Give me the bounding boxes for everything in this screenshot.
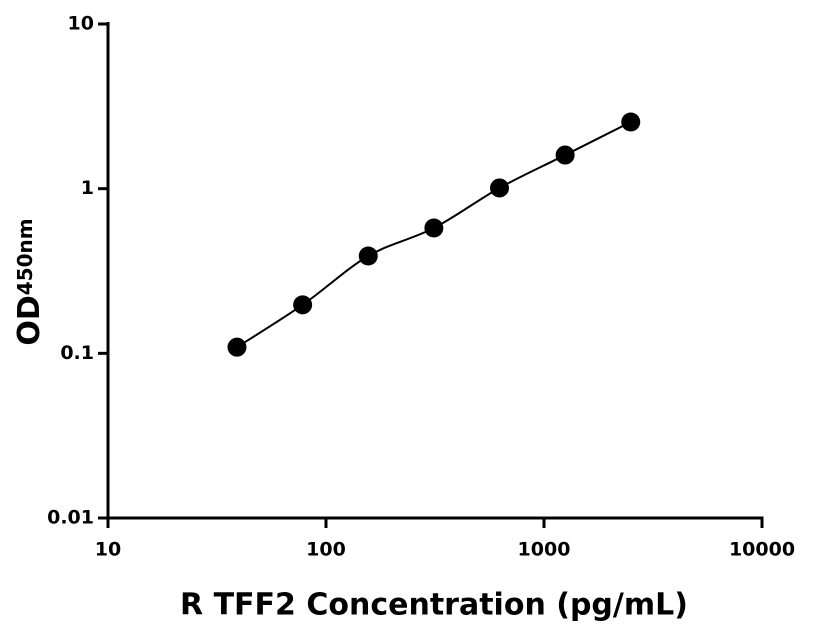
y-tick-label: 10 <box>68 13 94 35</box>
data-point <box>358 246 378 266</box>
y-axis-title-main: OD <box>12 295 47 345</box>
data-point <box>621 112 641 132</box>
y-tick-label: 0.1 <box>60 342 94 364</box>
data-point <box>293 295 313 315</box>
x-tick-label: 1000 <box>518 539 571 561</box>
x-axis-title: R TFF2 Concentration (pg/mL) <box>180 588 688 623</box>
y-axis-title: OD450nm <box>12 218 47 345</box>
x-tick-label: 100 <box>306 539 346 561</box>
x-tick-label: 10 <box>95 539 121 561</box>
y-axis-title-sub: 450nm <box>13 218 37 295</box>
data-point <box>555 145 575 165</box>
y-tick-label: 0.01 <box>47 507 94 529</box>
data-point <box>490 178 510 198</box>
y-tick-label: 1 <box>81 177 94 199</box>
data-point <box>424 218 444 238</box>
data-point <box>227 337 247 357</box>
x-tick-label: 10000 <box>729 539 795 561</box>
